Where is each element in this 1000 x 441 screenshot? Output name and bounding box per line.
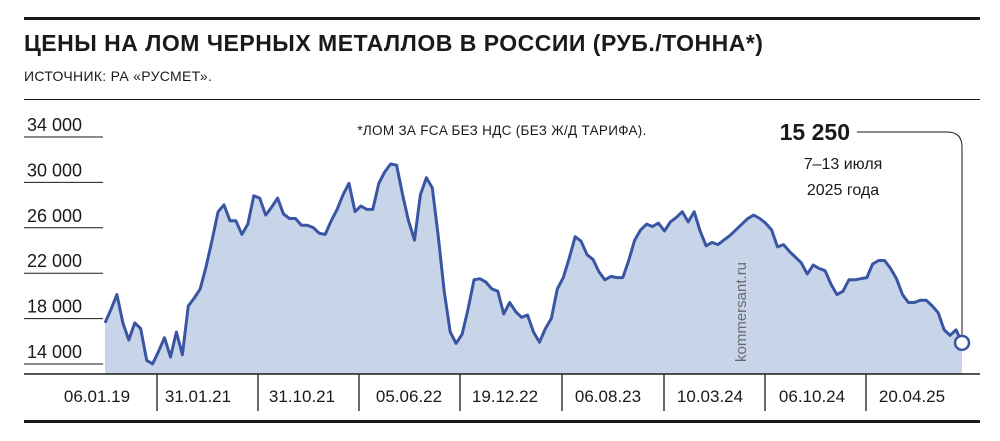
x-tick-label: 06.01.19	[64, 387, 130, 406]
x-tick-label: 05.06.22	[376, 387, 442, 406]
top-rule	[24, 17, 980, 20]
x-tick-label: 10.03.24	[677, 387, 743, 406]
y-tick-label: 22 000	[27, 251, 82, 271]
y-tick-label: 14 000	[27, 342, 82, 362]
x-tick-label: 06.08.23	[575, 387, 641, 406]
x-tick-label: 20.04.25	[879, 387, 945, 406]
x-tick-label: 06.10.24	[779, 387, 845, 406]
y-tick-label: 26 000	[27, 206, 82, 226]
header-rule	[24, 99, 980, 100]
y-tick-label: 30 000	[27, 160, 82, 180]
callout-leader-line	[857, 131, 963, 335]
y-tick-label: 34 000	[27, 115, 82, 135]
chart-source: ИСТОЧНИК: РА «РУСМЕТ».	[24, 68, 213, 84]
bottom-rule	[24, 420, 980, 423]
x-tick-label: 31.10.21	[269, 387, 335, 406]
last-date-line1: 7–13 июля	[804, 156, 883, 173]
chart-title: ЦЕНЫ НА ЛОМ ЧЕРНЫХ МЕТАЛЛОВ В РОССИИ (РУ…	[24, 30, 764, 56]
y-tick-label: 18 000	[27, 297, 82, 317]
x-axis: 06.01.19 31.01.21 31.10.21 05.06.22 19.12.22…	[24, 373, 980, 411]
last-value-label: 15 250	[780, 119, 850, 145]
last-date-line2: 2025 года	[807, 182, 879, 199]
x-tick-label: 31.01.21	[165, 387, 231, 406]
last-point-marker	[953, 334, 971, 352]
y-axis-ticks: 34 000 30 000 26 000 22 000 18 000 14 000	[27, 115, 82, 362]
y-grid	[24, 136, 103, 365]
series-line	[103, 162, 964, 366]
watermark: kommersant.ru	[733, 262, 750, 362]
x-tick-label: 19.12.22	[472, 387, 538, 406]
area-fill	[105, 164, 962, 374]
chart-footnote: *ЛОМ ЗА FCA БЕЗ НДС (БЕЗ Ж/Д ТАРИФА).	[357, 123, 646, 138]
